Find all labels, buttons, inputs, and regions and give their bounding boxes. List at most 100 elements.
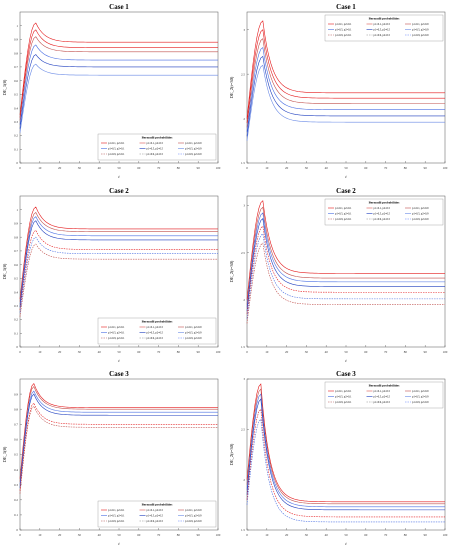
- chart-svg: Case 1 0 10 20 30 40 50 60 70 80 90 100 1.5 2 2.5 3 t DE_…: [229, 3, 448, 179]
- x-tick-label: 70: [157, 350, 161, 354]
- x-tick-label: 100: [443, 166, 448, 170]
- y-tick-label: 2.5: [241, 72, 245, 76]
- y-tick-label: 0.1: [14, 147, 18, 151]
- y-tick-label: 3: [243, 28, 245, 32]
- legend-entry: p1=0.9, p2=0.1: [108, 520, 125, 523]
- legend-entry: p1=0.1, p2=0.5: [374, 390, 391, 393]
- y-tick-label: 0.7: [14, 423, 18, 427]
- x-tick-label: 80: [404, 350, 408, 354]
- x-tick-label: 30: [78, 166, 82, 170]
- legend-entry: p1=0.9, p2=0.1: [335, 218, 352, 221]
- chart-svg: Case 3 0 10 20 30 40 50 60 70 80 90 100 0 0.1 0.2 0.3 0.…: [2, 370, 221, 546]
- y-tick-label: 0.4: [14, 468, 18, 472]
- y-tick-label: 0.2: [14, 498, 18, 502]
- chart-svg: Case 1 0 10 20 30 40 50 60 70 80 90 100 0 0.1 0.2 0.3 0.…: [2, 3, 221, 179]
- y-tick-label: 0.2: [14, 134, 18, 138]
- y-tick-label: 0.3: [14, 483, 18, 487]
- legend-entry: p1=0.9, p2=0.1: [108, 337, 125, 340]
- y-tick-label: 0.1: [14, 331, 18, 335]
- y-tick-label: 0.9: [14, 222, 18, 226]
- legend-title: Bernoulli probabilities: [369, 17, 400, 21]
- legend-entry: p1=0.1, p2=0.9: [185, 142, 202, 145]
- chart-title: Case 3: [336, 370, 356, 378]
- y-tick-label: 1.5: [241, 345, 245, 349]
- x-tick-label: 20: [58, 166, 62, 170]
- y-tick-label: 0.7: [14, 249, 18, 253]
- legend-entry: p1=0.5, p2=0.5: [147, 515, 164, 518]
- x-tick-label: 70: [157, 533, 161, 537]
- legend-title: Bernoulli probabilities: [142, 320, 173, 324]
- legend-entry: p1=0.5, p2=0.5: [147, 332, 164, 335]
- x-tick-label: 80: [404, 533, 408, 537]
- x-tick-label: 90: [197, 533, 201, 537]
- x-axis-label: t: [345, 541, 347, 546]
- series-line-1: [19, 382, 218, 479]
- legend-title: Bernoulli probabilities: [369, 201, 400, 205]
- series-line-2: [19, 211, 218, 302]
- y-axis-label: DE_1(θ): [2, 446, 7, 462]
- legend-box: [97, 133, 217, 161]
- x-tick-label: 40: [98, 533, 102, 537]
- y-tick-label: 0.8: [14, 235, 18, 239]
- legend-entry: p1=0.1, p2=0.1: [108, 326, 125, 329]
- x-tick-label: 30: [305, 533, 309, 537]
- x-tick-label: 10: [265, 166, 269, 170]
- chart-svg: Case 3 0 10 20 30 40 50 60 70 80 90 100 1.5 2 2.5 3 t DE_…: [229, 370, 448, 546]
- y-tick-label: 2: [243, 298, 245, 302]
- legend-entry: p1=0.9, p2=0.9: [185, 520, 202, 523]
- series-line-6: [246, 64, 445, 141]
- series-line-6: [246, 418, 445, 523]
- legend-entry: p1=0.9, p2=0.9: [185, 153, 202, 156]
- x-tick-label: 80: [404, 166, 408, 170]
- legend-entry: p1=0.1, p2=0.9: [185, 509, 202, 512]
- series-line-4: [246, 398, 445, 511]
- legend-entry: p1=0.1, p2=0.5: [147, 142, 164, 145]
- x-tick-label: 70: [384, 350, 388, 354]
- y-tick-label: 0.9: [14, 38, 18, 42]
- legend-entry: p1=0.1, p2=0.5: [374, 207, 391, 210]
- series-line-1: [19, 206, 218, 299]
- x-tick-label: 50: [117, 166, 121, 170]
- chart-panel-3: Case 2 0 10 20 30 40 50 60 70 80 90 100 0 0.1 0.2 0.3 0.…: [0, 184, 226, 367]
- series-line-5: [19, 54, 218, 129]
- x-axis-label: t: [345, 174, 347, 179]
- legend-entry: p1=0.9, p2=0.9: [412, 401, 429, 404]
- x-tick-label: 90: [197, 166, 201, 170]
- y-tick-label: 0.5: [14, 453, 18, 457]
- x-tick-label: 20: [285, 166, 289, 170]
- legend-entry: p1=0.5, p2=0.1: [335, 213, 352, 216]
- legend-entry: p1=0.1, p2=0.1: [335, 207, 352, 210]
- x-tick-label: 70: [384, 166, 388, 170]
- series-line-6: [19, 63, 218, 133]
- series-line-2: [246, 29, 445, 124]
- y-tick-label: 0.6: [14, 438, 18, 442]
- x-tick-label: 100: [443, 533, 448, 537]
- legend-entry: p1=0.5, p2=0.1: [108, 332, 125, 335]
- x-tick-label: 20: [58, 533, 62, 537]
- x-tick-label: 60: [137, 350, 141, 354]
- chart-svg: Case 2 0 10 20 30 40 50 60 70 80 90 100 0 0.1 0.2 0.3 0.…: [2, 187, 221, 363]
- legend-entry: p1=0.5, p2=0.9: [185, 332, 202, 335]
- x-axis-label: t: [118, 174, 120, 179]
- x-tick-label: 50: [344, 533, 348, 537]
- series-line-1: [246, 383, 445, 503]
- y-tick-label: 1.5: [241, 528, 245, 532]
- x-tick-label: 0: [19, 350, 21, 354]
- x-tick-label: 50: [344, 350, 348, 354]
- x-tick-label: 40: [98, 350, 102, 354]
- legend-entry: p1=0.1, p2=0.5: [374, 23, 391, 26]
- x-tick-label: 0: [246, 350, 248, 354]
- x-tick-label: 60: [364, 533, 368, 537]
- legend-entry: p1=0.5, p2=0.5: [374, 29, 391, 32]
- legend-title: Bernoulli probabilities: [369, 384, 400, 388]
- legend-entry: p1=0.5, p2=0.1: [108, 148, 125, 151]
- x-tick-label: 50: [117, 533, 121, 537]
- x-tick-label: 0: [19, 533, 21, 537]
- y-tick-label: 1: [16, 208, 18, 212]
- y-tick-label: 3: [243, 377, 245, 381]
- y-axis-label: DE_2(t=30): [229, 76, 234, 98]
- x-tick-label: 60: [137, 533, 141, 537]
- legend-entry: p1=0.9, p2=0.5: [147, 520, 164, 523]
- legend-entry: p1=0.1, p2=0.5: [147, 509, 164, 512]
- legend-entry: p1=0.9, p2=0.9: [412, 218, 429, 221]
